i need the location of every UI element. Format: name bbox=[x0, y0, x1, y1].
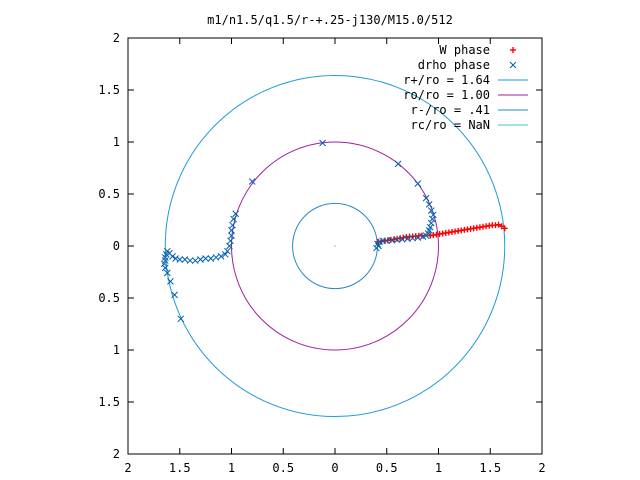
drho-phase-point bbox=[230, 215, 237, 223]
drho-phase-point bbox=[217, 253, 225, 260]
x-tick-label: 0.5 bbox=[272, 461, 294, 475]
circle-0-41 bbox=[292, 202, 378, 290]
x-tick-label: 1.5 bbox=[479, 461, 501, 475]
y-tick-label: 1 bbox=[113, 343, 120, 357]
y-tick-label: 2 bbox=[113, 31, 120, 45]
drho-phase-point bbox=[207, 255, 215, 262]
drho-phase-point bbox=[429, 211, 437, 219]
w-phase-points bbox=[375, 221, 508, 245]
legend-label: W phase bbox=[439, 43, 490, 57]
legend-label: drho phase bbox=[418, 58, 490, 72]
drho-phase-point bbox=[169, 253, 176, 260]
drho-phase-point bbox=[226, 242, 233, 250]
drho-phase-point bbox=[202, 255, 209, 262]
drho-phase-point bbox=[177, 315, 185, 323]
legend-label: r+/ro = 1.64 bbox=[403, 73, 490, 87]
reference-circles bbox=[164, 74, 506, 418]
y-tick-label: 1.5 bbox=[98, 83, 120, 97]
drho-phase-point bbox=[232, 210, 239, 218]
drho-phase-point bbox=[409, 234, 416, 242]
drho-phase-point bbox=[227, 237, 234, 245]
drho-phase-point bbox=[212, 254, 220, 261]
drho-phase-points bbox=[160, 139, 437, 323]
drho-phase-point bbox=[426, 223, 434, 231]
drho-phase-point bbox=[414, 180, 422, 187]
drho-phase-point bbox=[428, 215, 436, 223]
x-tick-label: 1.5 bbox=[169, 461, 191, 475]
drho-phase-point bbox=[427, 207, 435, 214]
drho-phase-point bbox=[388, 236, 396, 244]
legend-label: r-/ro = .41 bbox=[411, 103, 490, 117]
x-tick-label: 0.5 bbox=[376, 461, 398, 475]
drho-phase-point bbox=[161, 254, 169, 261]
drho-phase-point bbox=[404, 235, 411, 243]
drho-phase-point bbox=[197, 256, 204, 263]
drho-phase-point bbox=[394, 160, 402, 168]
drho-phase-point bbox=[319, 139, 326, 147]
drho-phase-point bbox=[228, 227, 235, 234]
y-tick-labels: 2 1.5 1 0.5 0 0.5 1 1.5 2 bbox=[98, 31, 120, 461]
drho-phase-point bbox=[422, 194, 430, 202]
drho-phase-point bbox=[167, 278, 174, 285]
drho-phase-point bbox=[398, 235, 406, 243]
drho-phase-point bbox=[186, 257, 194, 264]
drho-phase-point bbox=[425, 201, 433, 208]
axis-ticks bbox=[127, 37, 543, 455]
center-dot bbox=[334, 245, 336, 247]
drho-phase-point bbox=[393, 236, 401, 244]
x-tick-label: 1 bbox=[435, 461, 442, 475]
circle-1-64 bbox=[164, 74, 506, 418]
x-tick-label: 2 bbox=[538, 461, 545, 475]
drho-phase-point bbox=[383, 237, 391, 245]
legend-label: ro/ro = 1.00 bbox=[403, 88, 490, 102]
y-tick-label: 1.5 bbox=[98, 395, 120, 409]
drho-phase-point bbox=[228, 232, 235, 239]
drho-phase-point bbox=[229, 221, 236, 229]
y-tick-label: 0 bbox=[113, 239, 120, 253]
drho-phase-point bbox=[176, 256, 184, 263]
drho-phase-point bbox=[414, 234, 422, 242]
y-tick-label: 2 bbox=[113, 447, 120, 461]
drho-phase-point bbox=[161, 264, 169, 272]
drho-phase-point bbox=[181, 256, 189, 263]
drho-phase-point bbox=[221, 250, 229, 258]
drho-phase-point bbox=[160, 260, 168, 268]
x-tick-label: 0 bbox=[331, 461, 338, 475]
y-tick-label: 0.5 bbox=[98, 187, 120, 201]
x-tick-label: 2 bbox=[124, 461, 131, 475]
drho-phase-point bbox=[373, 244, 380, 252]
drho-phase-point bbox=[172, 255, 179, 262]
y-tick-label: 1 bbox=[113, 135, 120, 149]
circle-1 bbox=[231, 141, 439, 351]
drho-phase-point bbox=[509, 61, 517, 69]
drho-phase-point bbox=[163, 269, 171, 277]
drho-phase-point bbox=[248, 178, 256, 185]
x-tick-label: 1 bbox=[228, 461, 235, 475]
drho-phase-point bbox=[171, 291, 178, 299]
chart-title: m1/n1.5/q1.5/r-+.25-j130/M15.0/512 bbox=[207, 13, 453, 27]
drho-phase-point bbox=[427, 219, 435, 227]
legend-label: rc/ro = NaN bbox=[411, 118, 490, 132]
y-tick-label: 0.5 bbox=[98, 291, 120, 305]
drho-phase-point bbox=[224, 247, 231, 255]
x-tick-labels: 2 1.5 1 0.5 0 0.5 1 1.5 2 bbox=[124, 461, 545, 475]
drho-phase-point bbox=[191, 257, 199, 264]
